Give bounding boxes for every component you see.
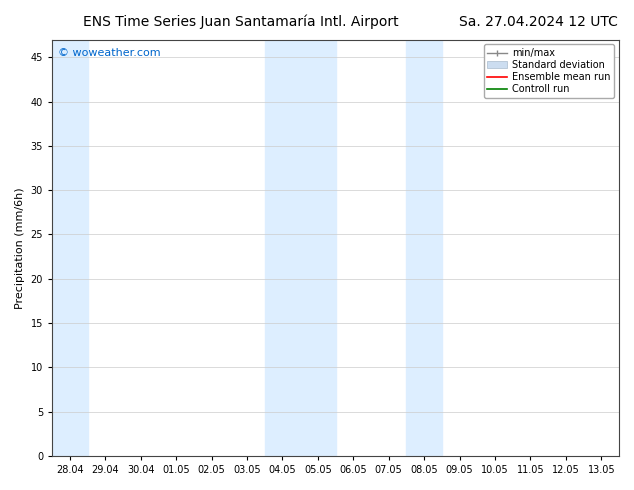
Text: © woweather.com: © woweather.com — [58, 48, 160, 58]
Legend: min/max, Standard deviation, Ensemble mean run, Controll run: min/max, Standard deviation, Ensemble me… — [484, 45, 614, 98]
Bar — [264, 40, 335, 456]
Bar — [52, 40, 87, 456]
Y-axis label: Precipitation (mm/6h): Precipitation (mm/6h) — [15, 187, 25, 309]
Bar — [406, 40, 442, 456]
Text: Sa. 27.04.2024 12 UTC: Sa. 27.04.2024 12 UTC — [460, 15, 618, 29]
Text: ENS Time Series Juan Santamaría Intl. Airport: ENS Time Series Juan Santamaría Intl. Ai… — [83, 15, 399, 29]
